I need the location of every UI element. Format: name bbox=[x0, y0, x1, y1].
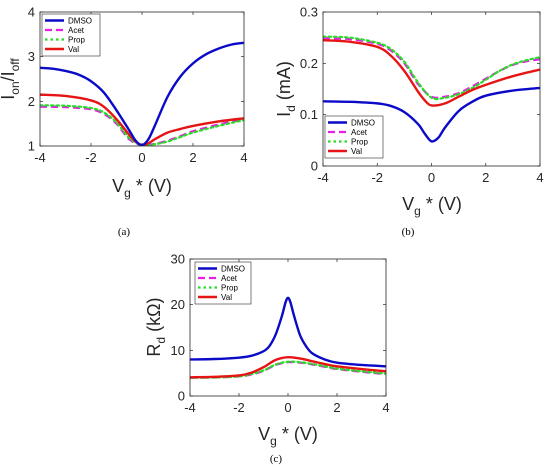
y-axis-label: Id (mA) bbox=[274, 61, 298, 117]
y-tick-label: 0.1 bbox=[300, 107, 318, 122]
legend-label-val: Val bbox=[68, 45, 79, 54]
legend-label-dmso: DMSO bbox=[221, 265, 245, 274]
y-tick-label: 0.3 bbox=[300, 5, 318, 20]
x-axis-label: Vg * (V) bbox=[258, 424, 318, 448]
series-line-prop bbox=[323, 35, 540, 101]
y-tick-label: 10 bbox=[171, 343, 185, 358]
x-tick-label: -2 bbox=[371, 170, 383, 185]
x-tick-label: -4 bbox=[317, 170, 329, 185]
y-axis-label: Rd (kΩ) bbox=[144, 297, 168, 356]
panel-caption: (a) bbox=[118, 226, 131, 238]
y-tick-label: 0 bbox=[178, 389, 185, 404]
legend-label-acet: Acet bbox=[68, 26, 85, 35]
y-tick-label: 4 bbox=[28, 5, 35, 20]
y-tick-label: 0.2 bbox=[300, 56, 318, 71]
plot-frame bbox=[322, 11, 541, 167]
series-line-acet bbox=[323, 37, 540, 99]
x-tick-label: 2 bbox=[333, 400, 340, 415]
series-line-dmso bbox=[323, 86, 540, 143]
y-tick-label: 2 bbox=[28, 94, 35, 109]
x-tick-label: 2 bbox=[482, 170, 489, 185]
series-line-dmso bbox=[190, 296, 386, 368]
panel-caption: (b) bbox=[402, 226, 415, 238]
legend-label-acet: Acet bbox=[221, 274, 238, 283]
legend-label-dmso: DMSO bbox=[68, 17, 92, 26]
panel-caption: (c) bbox=[270, 453, 283, 465]
legend-label-val: Val bbox=[351, 147, 362, 156]
y-tick-label: 0 bbox=[311, 159, 318, 174]
legend-label-prop: Prop bbox=[68, 36, 85, 45]
plot-frame bbox=[189, 258, 387, 397]
x-tick-label: -4 bbox=[184, 400, 196, 415]
x-tick-label: 0 bbox=[138, 150, 145, 165]
series-line-acet bbox=[40, 105, 244, 146]
series-line-val bbox=[190, 355, 386, 379]
legend-label-val: Val bbox=[221, 293, 232, 302]
y-axis-label: Ion/Ioff bbox=[0, 58, 22, 100]
x-axis-label: Vg * (V) bbox=[112, 176, 172, 200]
y-tick-label: 3 bbox=[28, 49, 35, 64]
x-tick-label: 4 bbox=[382, 400, 389, 415]
legend-label-dmso: DMSO bbox=[351, 119, 375, 128]
x-tick-label: 0 bbox=[428, 170, 435, 185]
y-tick-label: 20 bbox=[171, 297, 185, 312]
legend-label-prop: Prop bbox=[351, 138, 368, 147]
legend-label-acet: Acet bbox=[351, 128, 368, 137]
series-line-dmso bbox=[40, 41, 244, 146]
x-tick-label: -2 bbox=[233, 400, 245, 415]
x-tick-label: 4 bbox=[536, 170, 543, 185]
x-tick-label: -2 bbox=[85, 150, 97, 165]
x-axis-label: Vg * (V) bbox=[402, 194, 462, 218]
x-tick-label: 0 bbox=[284, 400, 291, 415]
series-line-val bbox=[323, 39, 540, 107]
x-tick-label: -4 bbox=[34, 150, 46, 165]
y-tick-label: 30 bbox=[171, 252, 185, 267]
y-tick-label: 1 bbox=[28, 139, 35, 154]
plot-frame bbox=[39, 11, 245, 147]
legend-label-prop: Prop bbox=[221, 284, 238, 293]
series-line-val bbox=[40, 93, 244, 146]
x-tick-label: 4 bbox=[240, 150, 247, 165]
x-tick-label: 2 bbox=[189, 150, 196, 165]
